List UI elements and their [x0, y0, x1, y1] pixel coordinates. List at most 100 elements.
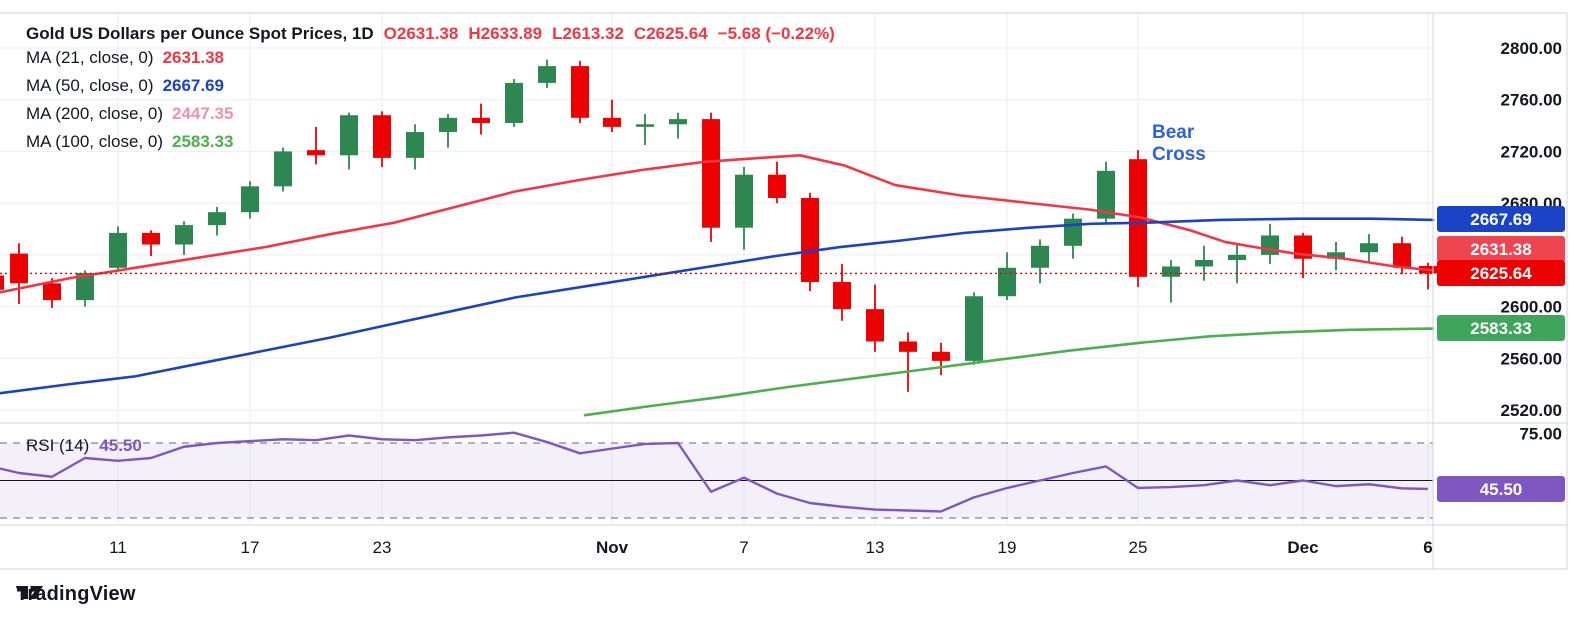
ma-legend-value: 2631.38 — [162, 48, 225, 67]
rsi-legend-row[interactable]: RSI (14) 45.50 — [26, 436, 142, 456]
ohlc-close: C2625.64 — [633, 24, 708, 43]
candle-body — [1360, 243, 1378, 253]
ma-legend-value: 2447.35 — [172, 104, 234, 123]
candle-body — [472, 117, 490, 123]
candle-body — [10, 253, 28, 284]
rsi-line — [0, 431, 1429, 513]
rsi-badge-label: 45.50 — [1480, 480, 1523, 499]
ma-line-ma100 — [583, 327, 1435, 417]
symbol-title[interactable]: Gold US Dollars per Ounce Spot Prices, 1… — [26, 24, 374, 43]
rsi-axis-label: 75.00 — [1519, 425, 1562, 444]
ma-legend-value: 2667.69 — [162, 76, 225, 95]
ma-legend-row[interactable]: MA (50, close, 0) 2667.69 — [26, 72, 835, 100]
candle-body — [965, 296, 983, 361]
price-axis-label: 2520.00 — [1501, 401, 1562, 420]
price-axis-label: 2560.00 — [1501, 349, 1562, 368]
candle-body — [636, 124, 654, 127]
candle-body — [833, 282, 851, 310]
time-axis-label: 19 — [998, 538, 1017, 557]
ma-legend-value: 2583.33 — [172, 132, 234, 151]
candle-body — [1064, 218, 1082, 246]
legend: Gold US Dollars per Ounce Spot Prices, 1… — [26, 24, 835, 156]
candle-body — [0, 275, 4, 290]
price-badge-label: 2667.69 — [1470, 210, 1531, 229]
candle-body — [109, 232, 127, 268]
price-badge — [1437, 206, 1565, 232]
price-badge — [1437, 315, 1565, 341]
price-badge-label: 2631.38 — [1470, 240, 1531, 259]
ma-legend-row[interactable]: MA (200, close, 0) 2447.35 — [26, 100, 835, 128]
candle-body — [373, 115, 391, 158]
candle-body — [76, 272, 94, 301]
candle-body — [1327, 252, 1345, 259]
candle-body — [208, 212, 226, 226]
ma-line-ma50 — [0, 217, 1435, 395]
tradingview-logo[interactable]: TradingView — [16, 583, 136, 606]
tradingview-logo-text: TradingView — [16, 583, 136, 605]
price-badge — [1437, 236, 1565, 262]
indicator-legend: MA (21, close, 0) 2631.38 MA (50, close, 0… — [26, 44, 835, 156]
candle-body — [735, 174, 753, 228]
price-axis-label: 2600.00 — [1501, 298, 1562, 317]
price-axis-label: 2720.00 — [1501, 142, 1562, 161]
candle-body — [603, 117, 621, 127]
time-axis-label: 25 — [1129, 538, 1148, 557]
candle-body — [406, 132, 424, 158]
ma-line-ma21 — [0, 154, 1435, 294]
bear-cross-line2: Cross — [1152, 144, 1206, 165]
price-axis-label: 2760.00 — [1501, 91, 1562, 110]
time-axis-label: 6 — [1423, 538, 1432, 557]
candle-body — [274, 151, 292, 187]
price-badge-label: 2583.33 — [1470, 319, 1531, 338]
candle-body — [505, 82, 523, 123]
candle-body — [439, 117, 457, 133]
ohlc-high: H2633.89 — [468, 24, 543, 43]
candle-body — [340, 115, 358, 156]
ohlc-low: L2613.32 — [552, 24, 624, 43]
candle-body — [538, 66, 556, 83]
candle-body — [702, 119, 720, 228]
candle-body — [241, 186, 259, 213]
candle-body — [899, 341, 917, 352]
candle-body — [142, 232, 160, 245]
candle-body — [1228, 254, 1246, 261]
ma-legend-row[interactable]: MA (21, close, 0) 2631.38 — [26, 44, 835, 72]
candle-body — [175, 225, 193, 245]
time-axis-label: 7 — [739, 538, 748, 557]
symbol-title-row: Gold US Dollars per Ounce Spot Prices, 1… — [26, 24, 835, 44]
candle-body — [1393, 243, 1411, 268]
candle-body — [1031, 245, 1049, 268]
candle-body — [1195, 260, 1213, 267]
ma-legend-label: MA (50, close, 0) — [26, 76, 154, 95]
candle-body — [669, 119, 687, 125]
candle-body — [866, 309, 884, 342]
candle-body — [571, 66, 589, 118]
ma-legend-label: MA (100, close, 0) — [26, 132, 164, 151]
candle-body — [801, 197, 819, 283]
candle-body — [932, 351, 950, 361]
time-axis-label: Dec — [1287, 538, 1318, 557]
time-axis-label: 11 — [109, 538, 127, 557]
rsi-badge — [1437, 475, 1565, 502]
bear-cross-annotation[interactable]: Bear Cross — [1152, 122, 1206, 166]
rsi-legend-label: RSI (14) — [26, 436, 90, 455]
candle-body — [768, 174, 786, 198]
candle-body — [1162, 266, 1180, 277]
time-axis-label: Nov — [596, 538, 629, 557]
rsi-legend-value: 45.50 — [99, 436, 142, 455]
ohlc-open: O2631.38 — [383, 24, 459, 43]
price-axis-label: 2800.00 — [1501, 39, 1562, 58]
bear-cross-line1: Bear — [1152, 122, 1195, 143]
time-axis-label: 13 — [866, 538, 885, 557]
price-badge — [1437, 260, 1565, 286]
price-badge-label: 2625.64 — [1470, 264, 1532, 283]
candle-body — [43, 283, 61, 301]
time-axis-label: 17 — [241, 538, 260, 557]
candle-body — [998, 267, 1016, 297]
candle-body — [307, 150, 325, 156]
ma-legend-row[interactable]: MA (100, close, 0) 2583.33 — [26, 128, 835, 156]
ma-legend-label: MA (200, close, 0) — [26, 104, 164, 123]
ohlc-change: −5.68 (−0.22%) — [717, 24, 835, 43]
